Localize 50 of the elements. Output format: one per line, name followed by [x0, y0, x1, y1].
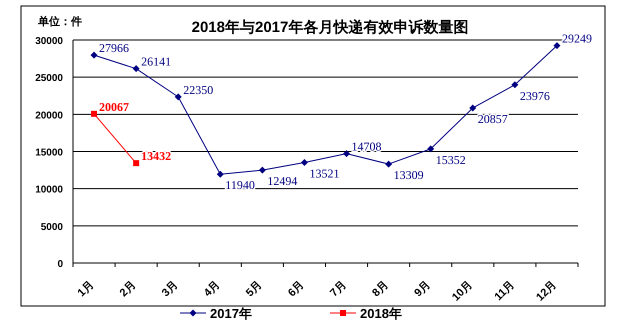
y-tick-label: 20000: [35, 110, 64, 122]
data-label: 20067: [99, 100, 130, 114]
x-tick-label: 7月: [328, 278, 349, 300]
point: [174, 93, 182, 100]
x-tick-label: 4月: [202, 278, 222, 300]
point: [553, 42, 560, 50]
data-label: 20857: [478, 112, 508, 126]
legend-label: 2018年: [360, 306, 402, 321]
point: [133, 160, 140, 166]
data-label: 13309: [394, 168, 424, 182]
x-tick-label: 11月: [492, 278, 517, 304]
data-label: 27966: [99, 41, 130, 56]
y-tick-label: 25000: [35, 73, 64, 84]
point: [91, 110, 98, 117]
x-tick-label: 5月: [244, 278, 264, 300]
y-tick-label: 10000: [35, 184, 64, 196]
y-tick-label: 15000: [35, 148, 64, 158]
data-label: 12494: [267, 174, 298, 188]
point: [469, 104, 476, 112]
point: [258, 166, 266, 174]
y-tick-label: 5000: [40, 222, 64, 233]
data-label: 29249: [562, 32, 592, 46]
point: [385, 160, 392, 168]
point: [300, 158, 308, 166]
data-label: 14708: [352, 140, 382, 154]
point: [90, 52, 98, 59]
data-label: 22350: [183, 82, 214, 97]
text: 单位：件: [37, 15, 82, 28]
legend-label: 2017年: [210, 306, 252, 321]
y-tick-label: 30000: [35, 36, 64, 47]
x-tick-label: 10月: [450, 278, 475, 304]
y-tick-label: 0: [57, 259, 64, 270]
x-tick-label: 1月: [76, 278, 96, 300]
point: [132, 65, 140, 72]
data-label: 23976: [520, 88, 550, 103]
x-tick-label: 3月: [160, 278, 180, 300]
point: [511, 81, 518, 88]
data-label: 15352: [436, 152, 466, 167]
point: [216, 170, 224, 178]
chart-title: 2018年与2017年各月快递有效申诉数量图: [192, 18, 468, 36]
point: [427, 145, 434, 152]
x-tick-label: 2月: [118, 278, 138, 300]
data-label: 13521: [309, 166, 340, 180]
point: [343, 150, 350, 158]
x-tick-label: 6月: [286, 278, 307, 300]
data-label: 26141: [141, 54, 172, 69]
x-tick-label: 12月: [534, 278, 560, 304]
data-label: 13432: [141, 149, 172, 164]
x-tick-label: 8月: [370, 278, 391, 300]
x-tick-label: 9月: [412, 278, 433, 300]
